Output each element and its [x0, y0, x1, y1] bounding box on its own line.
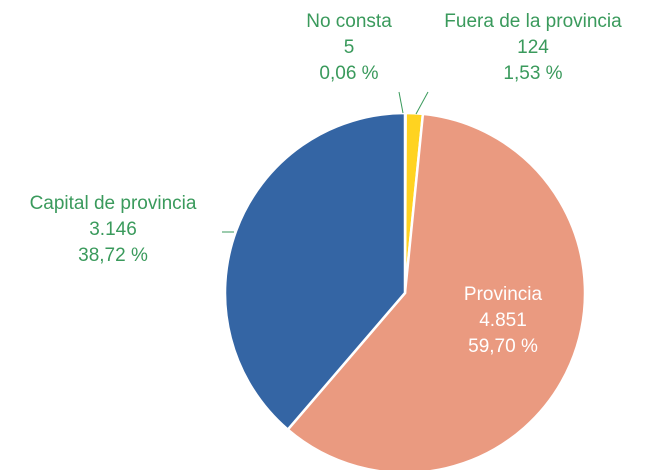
percent-label: 0,06 %	[319, 63, 378, 84]
slice-label: Fuera de la provincia	[444, 11, 622, 32]
value-label: 124	[517, 37, 549, 58]
leader-line	[415, 91, 429, 115]
slice-label: No consta	[306, 11, 392, 32]
slice-label: Capital de provincia	[30, 193, 197, 214]
percent-label: 59,70 %	[468, 336, 538, 357]
value-label: 5	[344, 37, 355, 58]
value-label: 4.851	[479, 310, 527, 331]
percent-label: 1,53 %	[503, 63, 562, 84]
value-label: 3.146	[89, 219, 137, 240]
percent-label: 38,72 %	[78, 245, 148, 266]
pie-slice	[286, 112, 587, 470]
slice-label: Provincia	[464, 284, 543, 305]
leader-line	[398, 91, 404, 114]
pie-slice	[223, 111, 407, 432]
